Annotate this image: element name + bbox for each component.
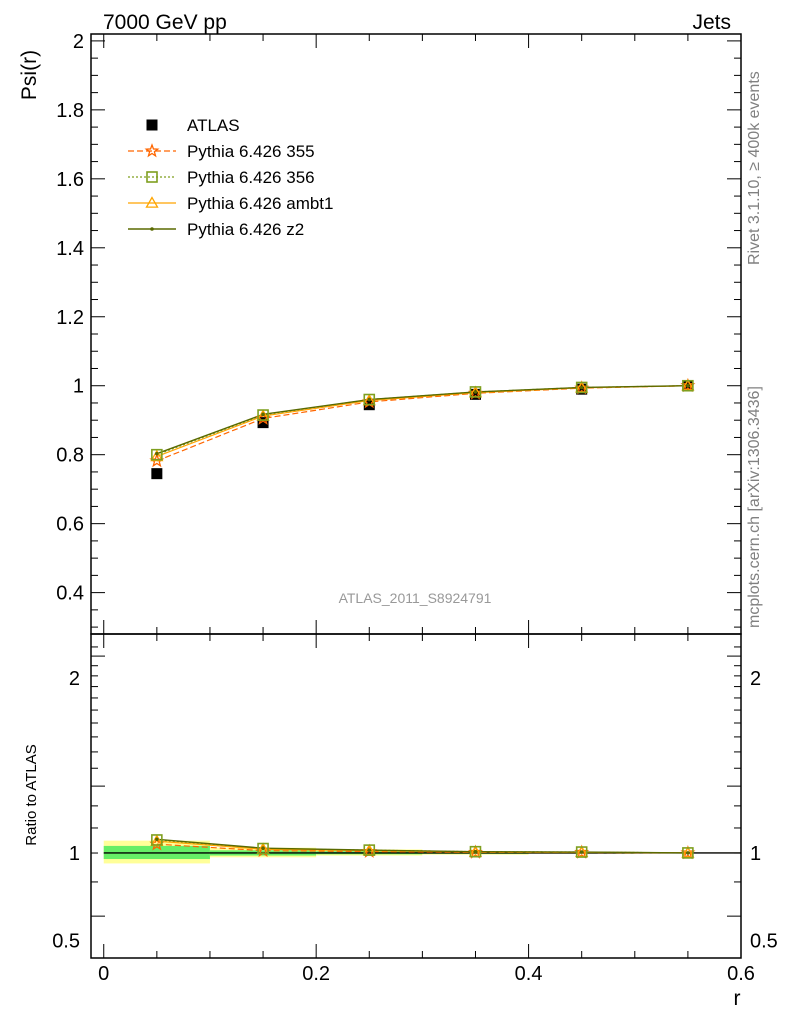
main-point-z2	[579, 385, 584, 390]
legend-label-ambt1: Pythia 6.426 ambt1	[187, 194, 333, 213]
ratio-y-tick-label-right: 2	[750, 668, 761, 690]
main-point-p356	[682, 379, 694, 392]
ratio-point-z2	[367, 848, 372, 852]
legend-label-p355: Pythia 6.426 355	[187, 142, 315, 161]
main-point-p356	[257, 409, 269, 421]
legend-marker-ambt1	[145, 196, 159, 208]
ratio-point-p356	[363, 844, 376, 856]
ratio-y-tick-label-right: 1	[750, 843, 761, 865]
header-right-title: Jets	[692, 11, 731, 34]
main-point-ambt1	[150, 449, 164, 462]
legend-label-z2: Pythia 6.426 z2	[187, 220, 304, 239]
main-y-tick-label: 2	[73, 31, 84, 53]
ratio-point-z2	[686, 851, 690, 855]
x-tick-label: 0.2	[302, 963, 330, 985]
main-point-z2	[686, 383, 690, 388]
x-tick-label: 0.4	[515, 963, 543, 985]
x-tick-label: 0	[98, 963, 109, 985]
ratio-point-z2	[155, 837, 159, 842]
ratio-panel: 0.5 0.5 1 1 2 2 0 0.2 0.4 0.6	[52, 633, 778, 985]
main-y-tick-label: 1.4	[56, 238, 84, 260]
header-left-title: 7000 GeV pp	[103, 11, 227, 34]
main-y-tick-label: 0.6	[56, 514, 84, 536]
rivet-version-text: Rivet 3.1.10, ≥ 400k events	[746, 71, 763, 265]
legend-label-p356: Pythia 6.426 356	[187, 168, 315, 187]
main-y-tick-label: 1	[73, 376, 84, 398]
main-point-p356	[575, 381, 588, 394]
ratio-point-p356	[682, 847, 694, 859]
main-point-atlas	[257, 417, 269, 429]
ratio-point-ambt1	[681, 846, 695, 858]
ratio-point-p356	[575, 846, 588, 858]
ratio-y-tick-label: 0.5	[52, 930, 80, 952]
legend: ATLAS Pythia 6.426 355 Pythia 6.426 356 Pyt…	[128, 116, 333, 239]
main-y-tick-label: 0.4	[56, 583, 84, 605]
ratio-frame	[90, 633, 742, 959]
ratio-point-z2	[261, 846, 265, 850]
main-point-z2	[261, 412, 265, 417]
main-point-z2	[155, 451, 159, 456]
ratio-point-p356	[151, 834, 163, 846]
main-point-p356	[151, 448, 163, 461]
ratio-y-tick-label-right: 0.5	[750, 930, 778, 952]
main-point-z2	[367, 397, 372, 402]
ratio-line-z2	[156, 838, 688, 854]
legend-label-atlas: ATLAS	[187, 116, 240, 135]
legend-marker-z2	[150, 227, 154, 231]
main-point-ambt1	[681, 378, 695, 391]
main-point-atlas	[469, 388, 481, 400]
x-axis-label: r	[734, 987, 741, 1010]
ratio-point-z2	[473, 849, 478, 854]
main-y-tick-label: 1.6	[56, 169, 84, 191]
ratio-point-p356	[257, 842, 269, 855]
main-point-z2	[473, 390, 478, 394]
legend-marker-atlas	[146, 119, 158, 131]
legend-marker-p356	[146, 171, 158, 183]
analysis-label: ATLAS_2011_S8924791	[339, 590, 492, 606]
mcplots-reference-text: mcplots.cern.ch [arXiv:1306.3436]	[746, 386, 763, 628]
ratio-y-tick-label: 1	[69, 843, 80, 865]
main-y-tick-label: 1.8	[56, 100, 84, 122]
main-point-p356	[363, 393, 376, 406]
ratio-point-p356	[469, 845, 482, 858]
main-point-atlas	[151, 468, 163, 480]
ratio-point-z2	[579, 850, 584, 854]
x-tick-label: 0.6	[727, 963, 755, 985]
legend-marker-p355	[144, 143, 160, 158]
main-y-axis-label: Psi(r)	[18, 50, 41, 100]
ratio-y-tick-label: 2	[69, 668, 80, 690]
main-y-tick-label: 1.2	[56, 307, 84, 329]
main-line-z2	[156, 385, 688, 455]
main-y-tick-label: 0.8	[56, 445, 84, 467]
main-point-p356	[469, 386, 482, 398]
ratio-y-axis-label: Ratio to ATLAS	[23, 744, 40, 845]
